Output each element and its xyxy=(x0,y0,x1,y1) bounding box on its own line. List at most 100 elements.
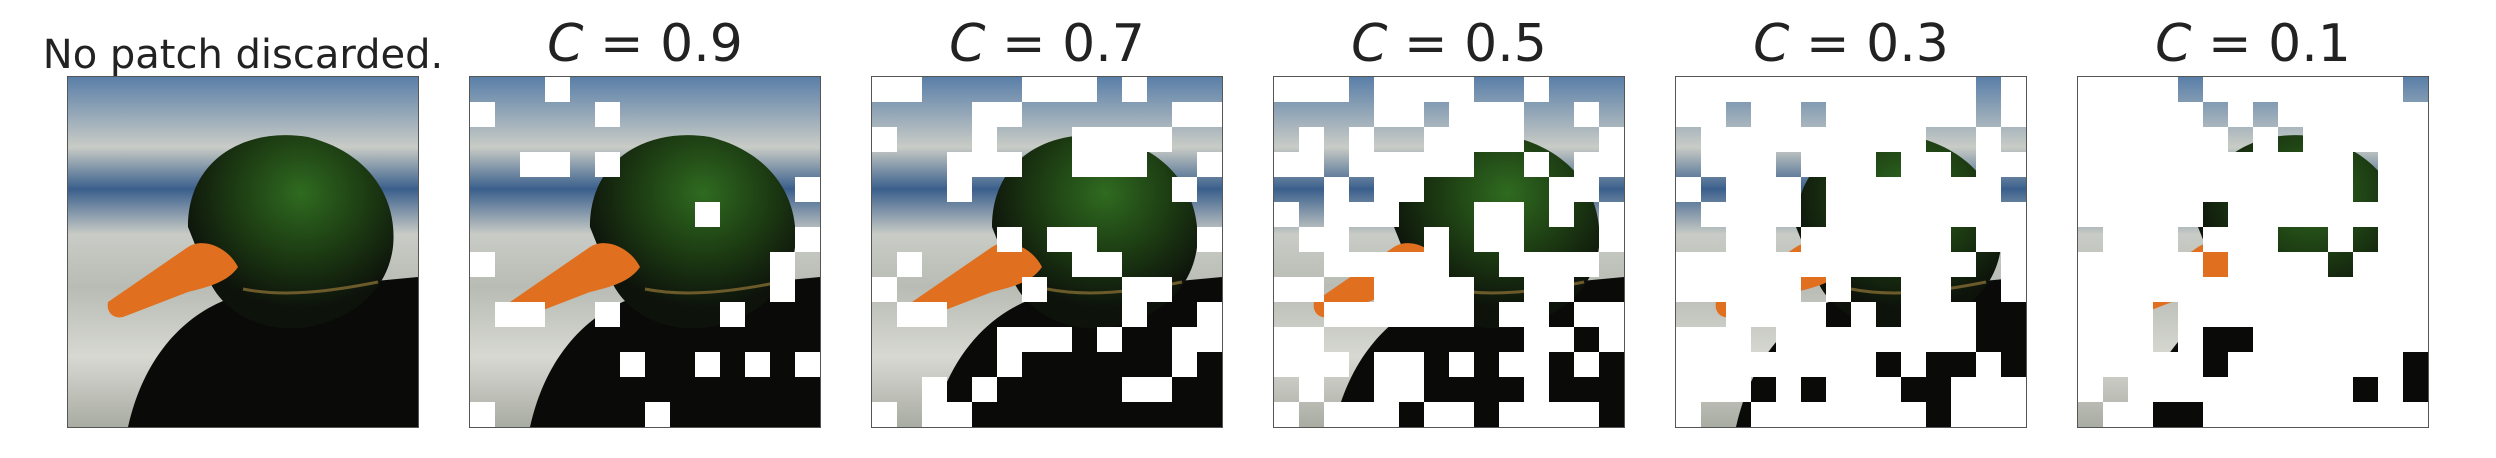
discarded-patch xyxy=(1574,102,1599,127)
discarded-patch xyxy=(1851,377,1876,402)
discarded-patch xyxy=(2178,352,2203,377)
discarded-patch xyxy=(1751,77,1776,102)
discarded-patch xyxy=(1676,377,1701,402)
discarded-patch xyxy=(1399,152,1424,177)
discarded-patch xyxy=(2001,402,2026,427)
discarded-patch xyxy=(2278,102,2303,127)
discarded-patch xyxy=(620,352,645,377)
panel-title: C = 0.1 xyxy=(2037,14,2469,74)
discarded-patch xyxy=(1574,152,1599,177)
discarded-patch xyxy=(1424,277,1449,302)
discarded-patch xyxy=(1926,177,1951,202)
discarded-patch xyxy=(2203,277,2228,302)
discarded-patch xyxy=(2278,152,2303,177)
discarded-patch xyxy=(1499,252,1524,277)
discarded-patch xyxy=(1801,252,1826,277)
discarded-patch xyxy=(1122,302,1147,327)
panel-c05: C = 0.5 xyxy=(1273,0,1625,458)
discarded-patch xyxy=(1776,327,1801,352)
panel-title: C = 0.3 xyxy=(1635,14,2067,74)
discarded-patch xyxy=(1172,352,1197,377)
discarded-patch xyxy=(2278,327,2303,352)
discarded-patch xyxy=(2328,227,2353,252)
discarded-patch xyxy=(1274,77,1299,102)
discarded-patch xyxy=(2228,152,2253,177)
discarded-patch xyxy=(1751,402,1776,427)
discarded-patch xyxy=(2103,152,2128,177)
discarded-patch xyxy=(1574,402,1599,427)
discarded-patch xyxy=(1826,277,1851,302)
discarded-patch xyxy=(1851,327,1876,352)
discarded-patch xyxy=(645,402,670,427)
discarded-patch xyxy=(795,227,820,252)
discarded-patch xyxy=(1499,102,1524,127)
panel-title-value: = 0.5 xyxy=(1387,14,1547,74)
discarded-patch xyxy=(1726,252,1751,277)
discarded-patch xyxy=(2378,277,2403,302)
discarded-patch xyxy=(2128,127,2153,152)
panel-title-variable: C xyxy=(547,14,584,74)
discarded-patch xyxy=(1474,102,1499,127)
discarded-patch xyxy=(2328,352,2353,377)
discarded-patch xyxy=(720,302,745,327)
discarded-patch xyxy=(1299,352,1324,377)
discarded-patch xyxy=(1147,127,1172,152)
discarded-patch xyxy=(1976,402,2001,427)
discarded-patch xyxy=(2378,377,2403,402)
discarded-patch xyxy=(1197,102,1222,127)
discarded-patch xyxy=(1876,227,1901,252)
discarded-patch xyxy=(545,77,570,102)
discarded-patch xyxy=(2103,127,2128,152)
discarded-patch xyxy=(2353,102,2378,127)
image-frame xyxy=(2077,76,2429,428)
discarded-patch xyxy=(1574,302,1599,327)
discarded-patch xyxy=(922,402,947,427)
discarded-patch xyxy=(2253,352,2278,377)
discarded-patch xyxy=(1701,327,1726,352)
discarded-patch xyxy=(1851,77,1876,102)
discarded-patch xyxy=(1676,277,1701,302)
discarded-patch xyxy=(2328,302,2353,327)
discarded-patch xyxy=(2078,327,2103,352)
discarded-patch xyxy=(872,402,897,427)
discarded-patch xyxy=(1324,177,1349,202)
discarded-patch xyxy=(997,352,1022,377)
discarded-patch xyxy=(1424,252,1449,277)
discarded-patch xyxy=(2103,177,2128,202)
discarded-patch xyxy=(2253,377,2278,402)
discarded-patch xyxy=(1926,102,1951,127)
discarded-patch xyxy=(1951,202,1976,227)
discarded-patch xyxy=(1097,152,1122,177)
panel-title: C = 0.5 xyxy=(1233,14,1665,74)
discarded-patch xyxy=(2078,127,2103,152)
discarded-patch xyxy=(1574,352,1599,377)
discarded-patch xyxy=(1549,327,1574,352)
discarded-patch xyxy=(1524,252,1549,277)
discarded-patch xyxy=(1474,127,1499,152)
discarded-patch xyxy=(1776,377,1801,402)
panel-none: No patch discarded. xyxy=(43,0,443,458)
discarded-patch xyxy=(1901,302,1926,327)
discarded-patch xyxy=(2153,352,2178,377)
discarded-patch xyxy=(1976,227,2001,252)
discarded-patch xyxy=(1399,302,1424,327)
panel-title: C = 0.9 xyxy=(429,14,861,74)
discarded-patch xyxy=(520,302,545,327)
discarded-patch xyxy=(2178,377,2203,402)
discarded-patch xyxy=(1826,152,1851,177)
discarded-patch xyxy=(1499,402,1524,427)
discarded-patch xyxy=(1901,127,1926,152)
discarded-patch xyxy=(2328,127,2353,152)
discarded-patch xyxy=(1022,327,1047,352)
discarded-patch xyxy=(2253,402,2278,427)
discarded-patch xyxy=(795,177,820,202)
discarded-patch xyxy=(1851,227,1876,252)
discarded-patch xyxy=(1399,102,1424,127)
discarded-patch xyxy=(1676,77,1701,102)
discarded-patch xyxy=(2001,102,2026,127)
discarded-patch xyxy=(1172,327,1197,352)
discarded-patch xyxy=(595,302,620,327)
discarded-patch xyxy=(2303,277,2328,302)
discarded-patch xyxy=(2128,202,2153,227)
discarded-patch xyxy=(2253,227,2278,252)
